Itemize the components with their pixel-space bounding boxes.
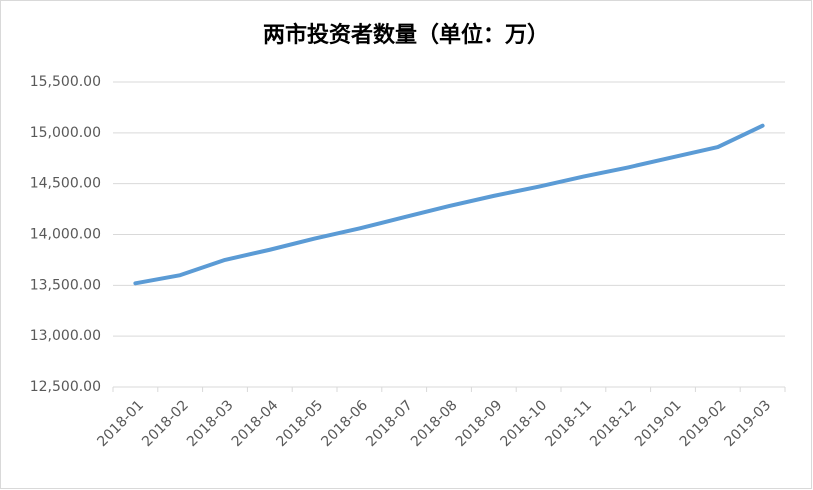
y-tick-label: 13,000.00 — [30, 328, 101, 344]
data-line — [133, 123, 765, 286]
y-tick-label: 14,500.00 — [30, 176, 101, 192]
y-tick-label: 15,500.00 — [30, 74, 101, 90]
y-tick-label: 12,500.00 — [30, 379, 101, 395]
y-tick-label: 13,500.00 — [30, 277, 101, 293]
chart-title: 两市投资者数量（单位：万） — [263, 22, 549, 48]
y-tick-label: 15,000.00 — [30, 125, 101, 141]
y-tick-label: 14,000.00 — [30, 227, 101, 243]
